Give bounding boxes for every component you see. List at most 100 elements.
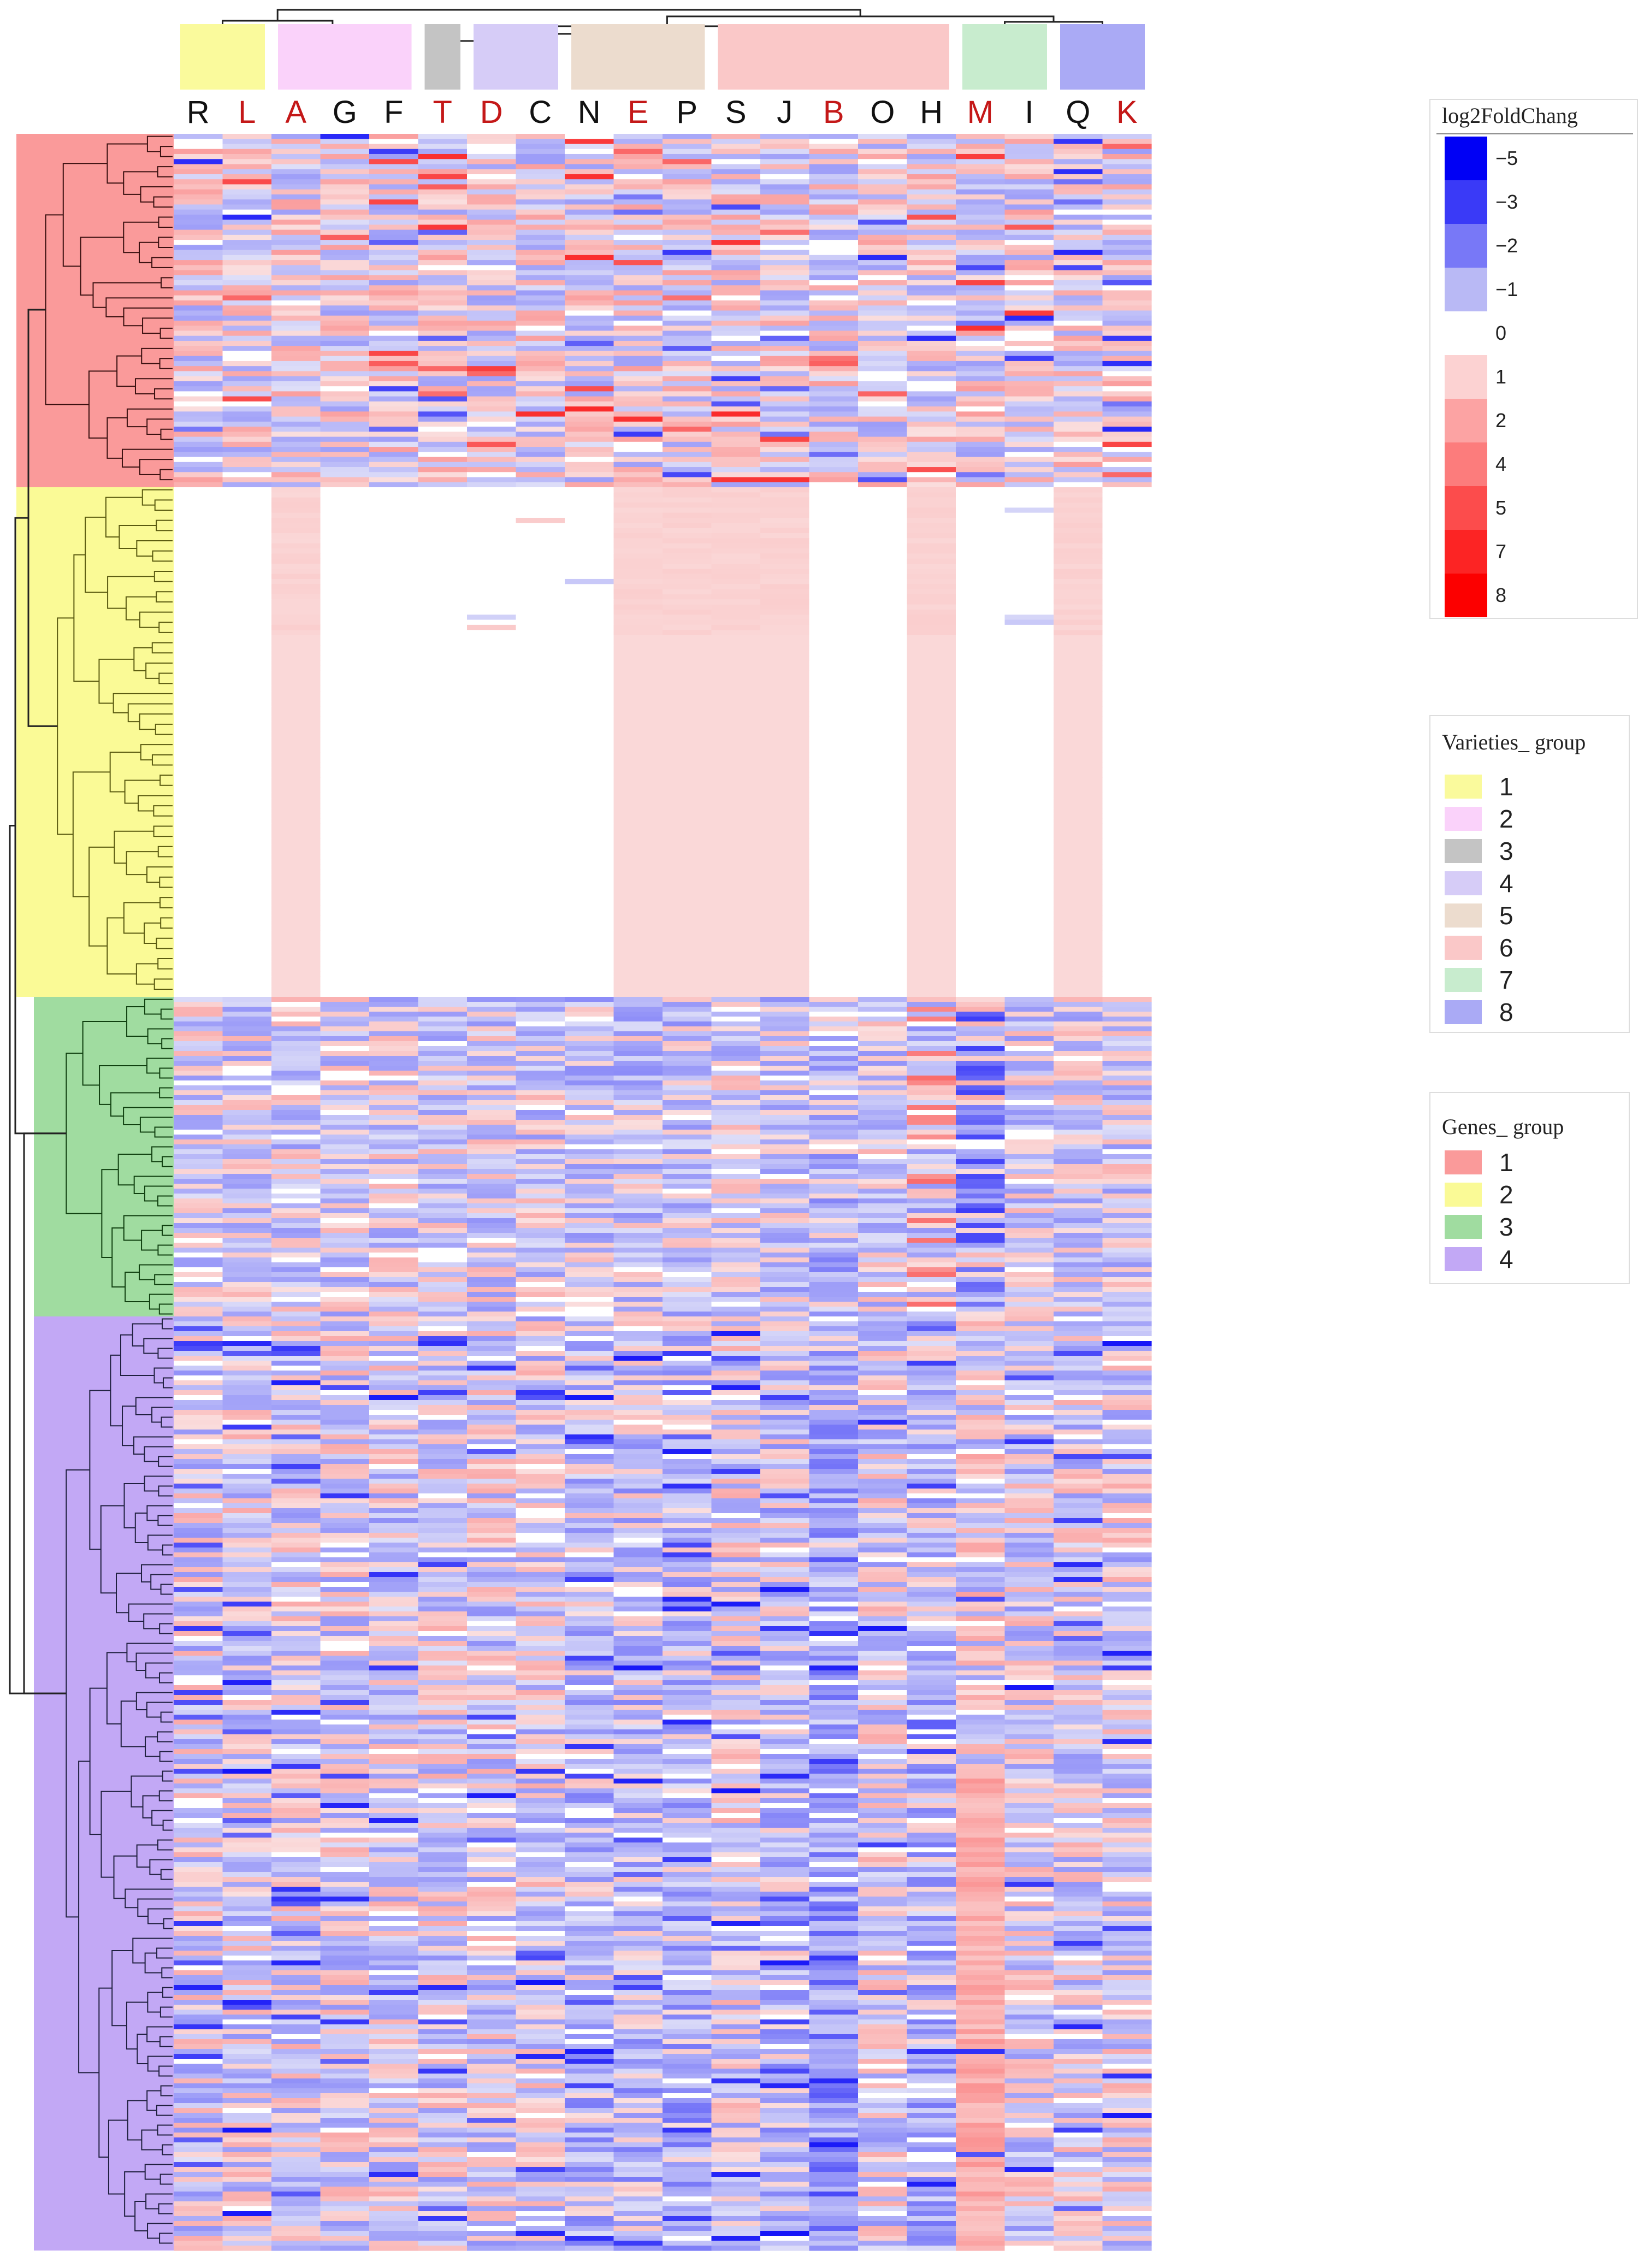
heat-cell <box>907 1184 956 1189</box>
heat-cell <box>174 386 223 392</box>
heat-cell <box>711 772 761 778</box>
heat-cell <box>222 255 272 261</box>
column-label: B <box>823 94 844 130</box>
heat-cell <box>174 925 223 931</box>
heat-cell <box>1102 1238 1152 1243</box>
heat-cell <box>711 1090 761 1096</box>
heat-cell <box>174 245 223 251</box>
heat-cell <box>467 209 517 215</box>
heat-cell <box>760 1287 810 1292</box>
heat-cell <box>760 320 810 326</box>
heat-cell <box>565 169 614 175</box>
heat-cell <box>613 1041 663 1047</box>
heat-cell <box>760 793 810 799</box>
heat-cell <box>613 1174 663 1179</box>
heat-cell <box>1102 174 1152 180</box>
heat-cell <box>174 376 223 382</box>
heat-cell <box>809 640 859 646</box>
heat-cell <box>271 1292 321 1297</box>
heat-cell <box>711 731 761 737</box>
heat-cell <box>320 376 370 382</box>
heat-cell <box>858 982 908 987</box>
heat-cell <box>907 1031 956 1037</box>
heat-cell <box>613 290 663 296</box>
heat-cell <box>907 174 956 180</box>
heat-cell <box>467 1125 517 1130</box>
heat-cell <box>320 164 370 170</box>
heat-cell <box>320 1267 370 1273</box>
heat-cell <box>565 502 614 508</box>
heat-cell <box>271 225 321 231</box>
heat-cell <box>613 1144 663 1150</box>
heat-cell <box>956 879 1006 885</box>
heat-cell <box>711 875 761 881</box>
heat-cell <box>907 512 956 518</box>
heat-cell <box>320 523 370 529</box>
heat-cell <box>369 487 419 493</box>
heat-cell <box>369 1061 419 1066</box>
heat-cell <box>1102 351 1152 357</box>
heat-cell <box>613 1292 663 1297</box>
heat-cell <box>760 747 810 753</box>
heat-cell <box>369 1174 419 1179</box>
heat-cell <box>222 169 272 175</box>
heat-cell <box>1102 270 1152 276</box>
heat-cell <box>1054 982 1103 987</box>
heat-cell <box>809 326 859 332</box>
heat-cell <box>516 1297 565 1302</box>
heat-cell <box>1054 1090 1103 1096</box>
heat-cell <box>907 594 956 600</box>
dendrogram-branch <box>146 135 173 152</box>
heat-cell <box>418 788 468 794</box>
heat-cell <box>1004 936 1054 941</box>
heat-cell <box>174 818 223 824</box>
heat-cell <box>809 179 859 185</box>
heat-cell <box>467 676 517 682</box>
column-label: G <box>333 94 357 130</box>
heat-cell <box>907 1213 956 1219</box>
heat-cell <box>956 1316 1006 1322</box>
heat-cell <box>320 609 370 615</box>
heat-cell <box>516 1090 565 1096</box>
heat-cell <box>613 655 663 661</box>
heat-cell <box>1004 240 1054 245</box>
heat-cell <box>516 681 565 687</box>
heat-cell <box>760 1135 810 1140</box>
heat-cell <box>320 517 370 523</box>
heat-cell <box>565 1130 614 1135</box>
heat-cell <box>711 406 761 412</box>
heat-cell <box>956 1120 1006 1125</box>
heat-cell <box>907 1144 956 1150</box>
heat-cell <box>174 1174 223 1179</box>
heat-cell <box>369 305 419 311</box>
heat-cell <box>1054 956 1103 962</box>
heat-cell <box>320 1021 370 1027</box>
heat-cell <box>320 1184 370 1189</box>
heat-cell <box>907 813 956 819</box>
heat-cell <box>174 462 223 468</box>
heat-cell <box>809 798 859 804</box>
heat-cell <box>369 250 419 256</box>
heat-cell <box>1102 1125 1152 1130</box>
heat-cell <box>809 315 859 321</box>
heat-cell <box>467 320 517 326</box>
heat-cell <box>663 189 712 195</box>
heat-cell <box>418 153 468 160</box>
heat-cell <box>858 742 908 748</box>
heat-cell <box>809 915 859 921</box>
heat-cell <box>174 1248 223 1253</box>
heat-cell <box>663 1046 712 1052</box>
heat-cell <box>418 1253 468 1258</box>
heat-cell <box>956 396 1006 402</box>
heat-cell <box>711 1238 761 1243</box>
heat-cell <box>760 772 810 778</box>
heat-cell <box>907 290 956 296</box>
heat-cell <box>222 548 272 554</box>
heat-cell <box>858 1208 908 1214</box>
heat-cell <box>1004 966 1054 972</box>
heat-cell <box>711 1257 761 1263</box>
heat-cell <box>271 1012 321 1017</box>
heat-cell <box>907 1046 956 1052</box>
heat-cell <box>858 762 908 768</box>
heat-cell <box>418 1267 468 1273</box>
